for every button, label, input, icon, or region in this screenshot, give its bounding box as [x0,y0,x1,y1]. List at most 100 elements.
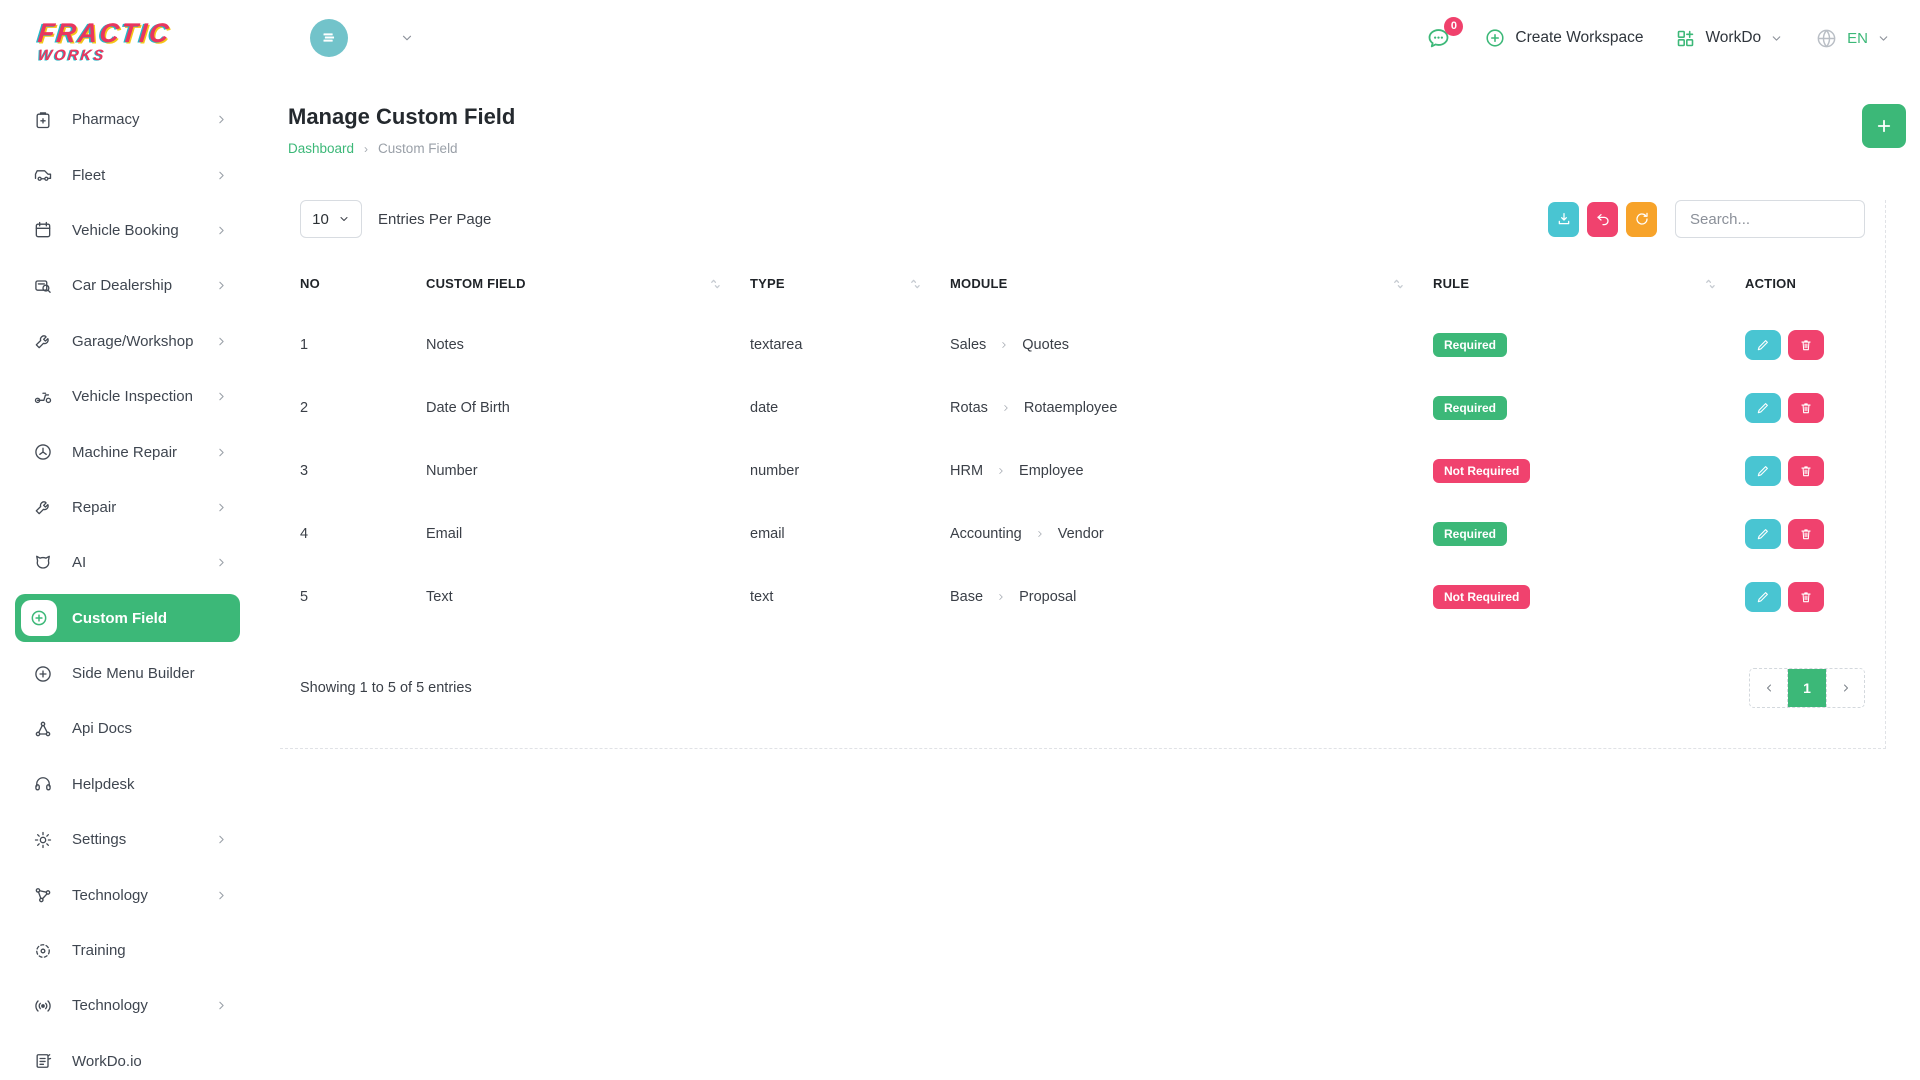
cell-type: email [750,525,785,542]
cell-type: text [750,588,774,605]
delete-button[interactable] [1788,392,1824,423]
vehicle-inspection-icon [33,387,53,407]
sidebar-item-fleet[interactable]: Fleet [15,147,240,202]
edit-button[interactable] [1745,329,1781,360]
workdo-io-icon [33,1051,53,1071]
entries-per-page-value: 10 [312,210,329,228]
column-header-custom-field[interactable]: CUSTOM FIELD [426,262,750,313]
sidebar-item-workdo-io[interactable]: WorkDo.io [15,1034,240,1080]
column-header-module[interactable]: MODULE [950,262,1433,313]
pagination-prev-button[interactable] [1750,669,1788,707]
sidebar-item-vehicle-inspection[interactable]: Vehicle Inspection [15,369,240,424]
sidebar-item-label: Technology [72,997,148,1015]
table-footer: Showing 1 to 5 of 5 entries 1 [300,668,1865,708]
sidebar-item-garage-workshop[interactable]: Garage/Workshop [15,314,240,369]
sidebar-item-api-docs[interactable]: Api Docs [15,701,240,756]
sidebar-item-label: Technology [72,886,148,904]
pencil-icon [1756,590,1770,604]
sidebar-item-label: Garage/Workshop [72,332,194,350]
sidebar-item-label: Car Dealership [72,277,173,295]
edit-button[interactable] [1745,455,1781,486]
rule-badge: Not Required [1433,584,1531,609]
entries-per-page-select[interactable]: 10 [300,200,362,238]
sidebar-item-technology-2[interactable]: Technology [15,978,240,1033]
brand-logo[interactable]: FRACTIC WORKS [0,18,248,80]
sidebar-item-vehicle-booking[interactable]: Vehicle Booking [15,203,240,258]
chevron-right-icon [215,113,228,126]
export-button[interactable] [1548,201,1579,237]
column-header-rule[interactable]: RULE [1433,262,1745,313]
custom-field-icon [21,600,57,637]
table-row: 4 Email email Accounting Vendor Required [300,502,1865,565]
language-code: EN [1847,29,1868,47]
sidebar-item-side-menu-builder[interactable]: Side Menu Builder [15,646,240,701]
table-row: 2 Date Of Birth date Rotas Rotaemployee R… [300,376,1865,439]
breadcrumb-dashboard-link[interactable]: Dashboard [288,141,355,156]
sidebar-item-label: Vehicle Booking [72,221,179,239]
car-dealership-icon [33,276,53,296]
sidebar-item-machine-repair[interactable]: Machine Repair [15,424,240,479]
sidebar-item-label: Helpdesk [72,775,135,793]
breadcrumb: Dashboard › Custom Field [288,141,515,156]
chevron-right-icon [215,279,228,292]
chevron-right-icon [996,466,1006,476]
cell-type: textarea [750,336,803,353]
trash-icon [1799,590,1813,604]
cell-type: number [750,462,800,479]
search-input[interactable] [1675,200,1865,238]
create-workspace-button[interactable]: Create Workspace [1484,27,1643,49]
chevron-down-icon [1877,32,1890,45]
sidebar-item-helpdesk[interactable]: Helpdesk [15,757,240,812]
pagination-next-button[interactable] [1826,669,1864,707]
trash-icon [1799,464,1813,478]
sidebar-item-label: Pharmacy [72,111,140,129]
ai-icon [33,553,53,573]
cell-custom-field: Notes [426,336,464,353]
sidebar-item-training[interactable]: Training [15,923,240,978]
workdo-menu[interactable]: WorkDo [1675,28,1783,49]
chevron-right-icon [215,999,228,1012]
edit-button[interactable] [1745,581,1781,612]
sidebar-item-label: Training [72,942,126,960]
language-selector[interactable]: EN [1815,27,1890,50]
settings-icon [33,830,53,850]
delete-button[interactable] [1788,518,1824,549]
technology-icon [33,885,53,905]
delete-button[interactable] [1788,455,1824,486]
topbar: 0 Create Workspace WorkDo [248,0,1920,76]
workspace-selector[interactable] [310,19,414,57]
sidebar-item-car-dealership[interactable]: Car Dealership [15,258,240,313]
sidebar-item-pharmacy[interactable]: Pharmacy [15,92,240,147]
cell-rule: Required [1433,376,1745,439]
sidebar-item-label: Machine Repair [72,443,178,461]
pencil-icon [1756,527,1770,541]
pagination-page-1[interactable]: 1 [1788,669,1826,707]
delete-button[interactable] [1788,581,1824,612]
column-header-action: ACTION [1745,276,1797,291]
sidebar-item-custom-field[interactable]: Custom Field [15,594,240,643]
sidebar-item-repair[interactable]: Repair [15,480,240,535]
table-toolbar: 10 Entries Per Page [300,200,1865,238]
workdo-label: WorkDo [1705,29,1762,46]
chevron-right-icon [215,224,228,237]
sidebar-item-technology[interactable]: Technology [15,867,240,922]
machine-repair-icon [33,442,53,462]
delete-button[interactable] [1788,329,1824,360]
column-header-no: NO [300,276,320,291]
messages-button[interactable]: 0 [1425,16,1464,52]
refresh-button[interactable] [1626,201,1657,237]
cell-no: 3 [300,462,309,479]
reset-button[interactable] [1587,201,1618,237]
sidebar-item-settings[interactable]: Settings [15,812,240,867]
sidebar-item-ai[interactable]: AI [15,535,240,590]
add-custom-field-button[interactable] [1862,104,1906,148]
edit-button[interactable] [1745,392,1781,423]
edit-button[interactable] [1745,518,1781,549]
rule-badge: Required [1433,521,1508,546]
trash-icon [1799,527,1813,541]
column-header-type[interactable]: TYPE [750,262,950,313]
training-icon [33,941,53,961]
sidebar-item-label: Settings [72,831,127,849]
cell-module: HRM Employee [950,462,1084,479]
